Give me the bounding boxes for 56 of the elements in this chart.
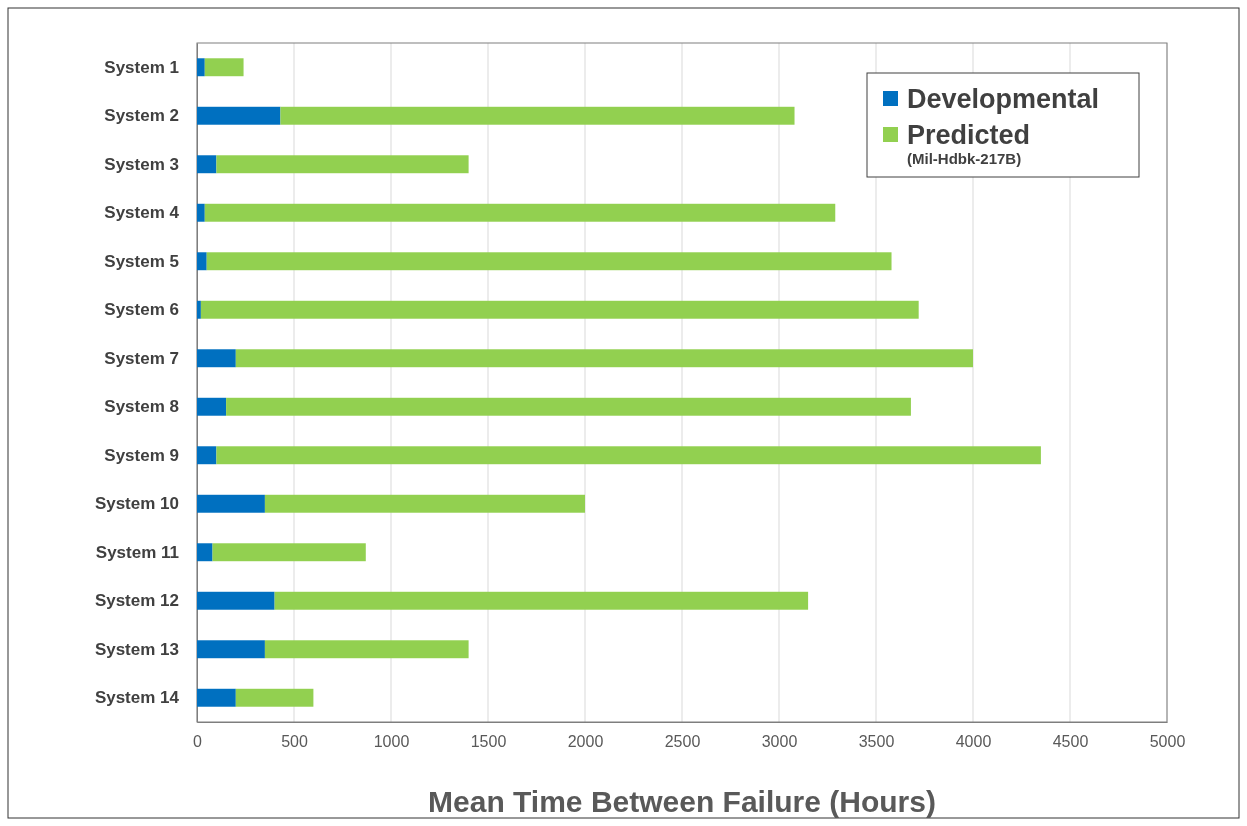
- bar: [264, 494, 585, 513]
- x-axis-title: Mean Time Between Failure (Hours): [428, 785, 936, 818]
- bar: [226, 397, 911, 416]
- bar: [212, 543, 366, 562]
- x-tick-label: 2000: [567, 733, 604, 751]
- bar: [197, 446, 217, 465]
- x-tick-label: 3500: [858, 733, 895, 751]
- x-tick-label: 3000: [761, 733, 798, 751]
- bar: [197, 300, 201, 319]
- bar: [197, 688, 236, 707]
- y-tick-label: System 13: [94, 639, 179, 659]
- y-tick-label: System 7: [104, 348, 179, 368]
- y-tick-label: System 9: [104, 445, 179, 465]
- y-tick-label: System 3: [104, 154, 179, 174]
- x-tick-label: 0: [193, 733, 203, 751]
- y-tick-label: System 11: [95, 542, 179, 562]
- y-tick-label: System 14: [94, 688, 180, 708]
- bar: [235, 688, 314, 707]
- bar: [197, 543, 213, 562]
- bar: [206, 252, 892, 271]
- bar: [197, 106, 281, 125]
- bar: [197, 494, 265, 513]
- x-tick-label: 1500: [470, 733, 507, 751]
- bar: [197, 349, 236, 368]
- bar: [216, 446, 1041, 465]
- y-tick-label: System 2: [104, 106, 179, 126]
- bar: [197, 640, 265, 659]
- y-tick-label: System 8: [104, 397, 179, 417]
- bar: [200, 300, 919, 319]
- x-tick-label: 1000: [373, 733, 410, 751]
- x-tick-label: 5000: [1149, 733, 1186, 751]
- y-tick-label: System 1: [104, 57, 179, 77]
- x-tick-label: 4500: [1052, 733, 1089, 751]
- bar: [235, 349, 973, 368]
- y-tick-label: System 5: [104, 251, 179, 271]
- bar: [216, 155, 469, 174]
- y-tick-label: System 4: [104, 203, 180, 223]
- bar: [197, 203, 205, 222]
- bar: [204, 203, 836, 222]
- bar: [197, 252, 207, 271]
- bar: [274, 591, 809, 610]
- y-tick-label: System 6: [104, 300, 179, 320]
- bar: [197, 58, 205, 77]
- bar: [197, 397, 227, 416]
- y-tick-label: System 12: [94, 591, 179, 611]
- bar: [264, 640, 469, 659]
- bar: [197, 591, 275, 610]
- bar: [280, 106, 795, 125]
- y-tick-label: System 10: [94, 494, 179, 514]
- x-tick-label: 4000: [955, 733, 992, 751]
- legend-label: Predicted (Mil-Hdbk-217B): [907, 120, 1031, 167]
- legend-label: Developmental: [907, 84, 1100, 114]
- x-tick-label: 500: [281, 733, 308, 751]
- x-tick-label: 2500: [664, 733, 701, 751]
- bar: [204, 58, 244, 77]
- bar: [197, 155, 217, 174]
